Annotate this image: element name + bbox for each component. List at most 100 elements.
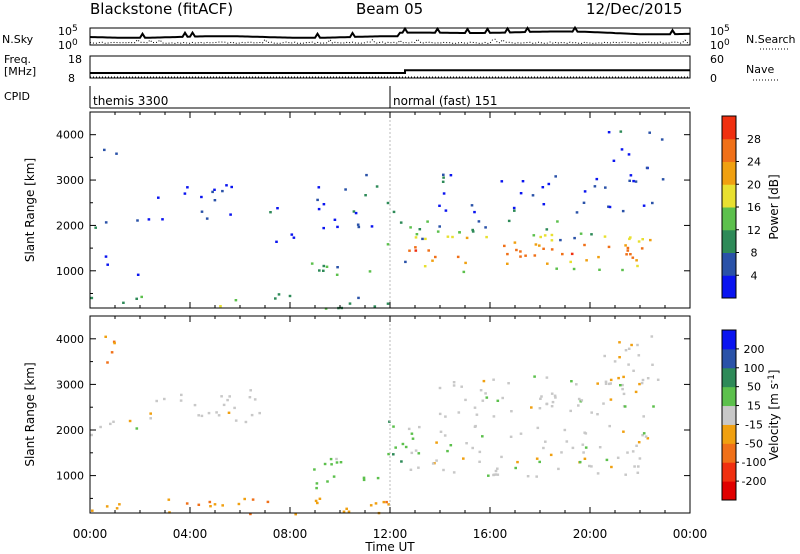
- data-cell: [90, 296, 94, 300]
- data-cell: [496, 399, 500, 402]
- data-cell: [553, 394, 557, 397]
- data-cell: [577, 404, 580, 407]
- data-cell: [128, 419, 132, 423]
- data-cell: [569, 260, 572, 264]
- data-cell: [318, 269, 321, 272]
- data-cell: [645, 166, 649, 170]
- data-cell: [485, 235, 488, 239]
- data-cell: [147, 218, 151, 221]
- noise-left-tick-top: 105: [58, 24, 78, 38]
- data-cell: [339, 461, 343, 464]
- data-cell: [637, 240, 641, 243]
- data-cell: [213, 188, 216, 191]
- data-cell: [638, 382, 641, 386]
- data-cell: [330, 463, 333, 466]
- data-cell: [410, 451, 414, 455]
- data-cell: [449, 444, 453, 447]
- data-cell: [222, 403, 226, 407]
- data-cell: [409, 468, 413, 471]
- data-cell: [427, 249, 430, 252]
- data-cell: [636, 264, 639, 268]
- power-colorbar-swatch: [722, 275, 736, 299]
- data-cell: [336, 225, 339, 229]
- data-cell: [580, 399, 584, 402]
- data-cell: [636, 471, 640, 474]
- data-cell: [288, 294, 292, 298]
- data-cell: [104, 255, 108, 258]
- data-cell: [622, 375, 625, 379]
- power-colorbar-tick-label: 12: [747, 224, 761, 237]
- data-cell: [641, 378, 645, 382]
- power-colorbar-swatch: [722, 138, 736, 162]
- cpid-mode-label: themis 3300: [93, 94, 168, 108]
- data-cell: [602, 402, 605, 405]
- data-cell: [651, 201, 654, 205]
- data-cell: [627, 347, 631, 350]
- data-cell: [560, 451, 563, 454]
- data-cell: [106, 361, 109, 364]
- data-cell: [500, 455, 503, 459]
- data-cell: [392, 453, 395, 456]
- y-tick-label: 1000: [56, 265, 84, 278]
- data-cell: [547, 182, 551, 186]
- data-cell: [229, 213, 232, 216]
- data-cell: [407, 427, 411, 431]
- data-cell: [507, 219, 511, 223]
- data-cell: [482, 379, 486, 383]
- velocity-colorbar-tick-label: 100: [744, 362, 765, 375]
- data-cell: [149, 417, 152, 420]
- data-cell: [314, 499, 318, 503]
- data-cell: [640, 381, 644, 385]
- data-cell: [635, 259, 638, 262]
- data-cell: [628, 179, 631, 182]
- data-cell: [542, 247, 545, 250]
- data-cell: [621, 383, 624, 387]
- data-cell: [446, 235, 450, 238]
- data-cell: [103, 148, 106, 152]
- data-cell: [531, 194, 535, 197]
- data-cell: [401, 442, 405, 446]
- data-cell: [200, 195, 203, 199]
- data-cell: [365, 173, 368, 177]
- data-cell: [186, 186, 189, 189]
- velocity-colorbar-tick-label: 50: [747, 381, 761, 394]
- velocity-colorbar-swatch: [722, 481, 736, 501]
- data-cell: [370, 225, 374, 228]
- data-cell: [573, 236, 576, 240]
- data-cell: [205, 217, 209, 220]
- data-cell: [604, 186, 607, 189]
- data-cell: [634, 390, 638, 394]
- data-cell: [506, 262, 509, 265]
- data-cell: [596, 382, 599, 385]
- freq-left-tick-top: 18: [68, 53, 82, 66]
- data-cell: [233, 406, 236, 410]
- data-cell: [354, 211, 358, 215]
- data-cell: [104, 221, 108, 224]
- velocity-colorbar-swatch: [722, 348, 736, 369]
- data-cell: [357, 225, 361, 229]
- data-cell: [167, 498, 171, 501]
- data-cell: [347, 510, 351, 513]
- data-cell: [572, 267, 576, 271]
- data-cell: [616, 456, 620, 459]
- data-cell: [652, 405, 655, 408]
- data-cell: [438, 225, 441, 228]
- data-cell: [323, 462, 327, 466]
- data-cell: [234, 419, 238, 422]
- data-cell: [637, 441, 641, 444]
- data-cell: [352, 210, 356, 213]
- data-cell: [197, 414, 200, 417]
- data-cell: [607, 245, 611, 249]
- data-cell: [417, 452, 421, 455]
- data-cell: [326, 480, 329, 483]
- y-axis-label: Slant Range [km]: [23, 158, 37, 262]
- data-cell: [434, 255, 437, 259]
- power-colorbar-tick-label: 20: [747, 178, 761, 191]
- nave-label: Nave: [746, 63, 774, 76]
- data-cell: [542, 203, 546, 206]
- data-cell: [544, 440, 547, 443]
- data-cell: [221, 504, 224, 507]
- data-cell: [584, 446, 588, 449]
- data-cell: [404, 260, 407, 264]
- data-cell: [215, 411, 218, 414]
